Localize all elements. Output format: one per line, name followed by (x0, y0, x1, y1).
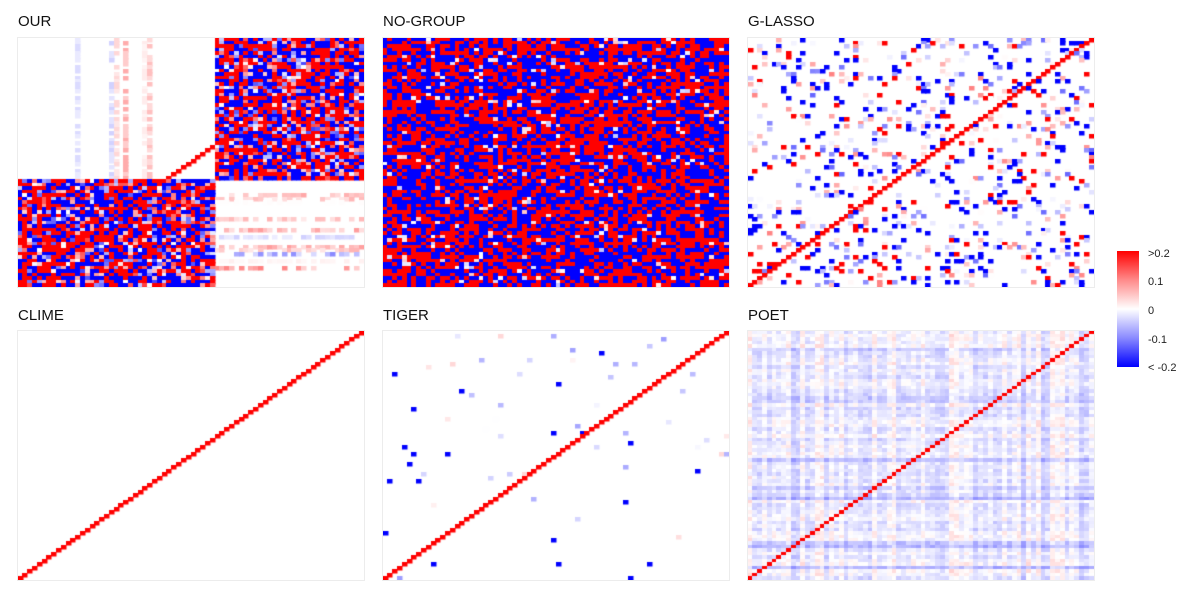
panel-title-tiger: TIGER (383, 307, 429, 324)
heatmap-cells-tiger (383, 331, 729, 580)
heatmap-no-group (382, 37, 730, 288)
heatmap-our (17, 37, 365, 288)
legend-tick-neg-0-1: -0.1 (1148, 334, 1167, 346)
panel-title-clime: CLIME (18, 307, 64, 324)
heatmap-cells-g-lasso (748, 38, 1094, 287)
panel-title-poet: POET (748, 307, 789, 324)
color-legend: >0.2 0.1 0 -0.1 < -0.2 (1116, 248, 1196, 374)
heatmap-tiger (382, 330, 730, 581)
heatmap-clime (17, 330, 365, 581)
heatmap-poet (747, 330, 1095, 581)
heatmap-cells-clime (18, 331, 364, 580)
panel-title-our: OUR (18, 13, 52, 30)
heatmap-cells-poet (748, 331, 1094, 580)
legend-tick-0-1: 0.1 (1148, 276, 1164, 288)
heatmap-g-lasso (747, 37, 1095, 288)
legend-color-bar (1117, 251, 1139, 367)
legend-tick-max: >0.2 (1148, 248, 1170, 260)
panel-title-g-lasso: G-LASSO (748, 13, 815, 30)
panel-title-no-group: NO-GROUP (383, 13, 466, 30)
legend-tick-0: 0 (1148, 305, 1155, 317)
legend-tick-min: < -0.2 (1148, 362, 1177, 374)
heatmap-cells-our (18, 38, 364, 287)
heatmap-cells-no-group (383, 38, 729, 287)
